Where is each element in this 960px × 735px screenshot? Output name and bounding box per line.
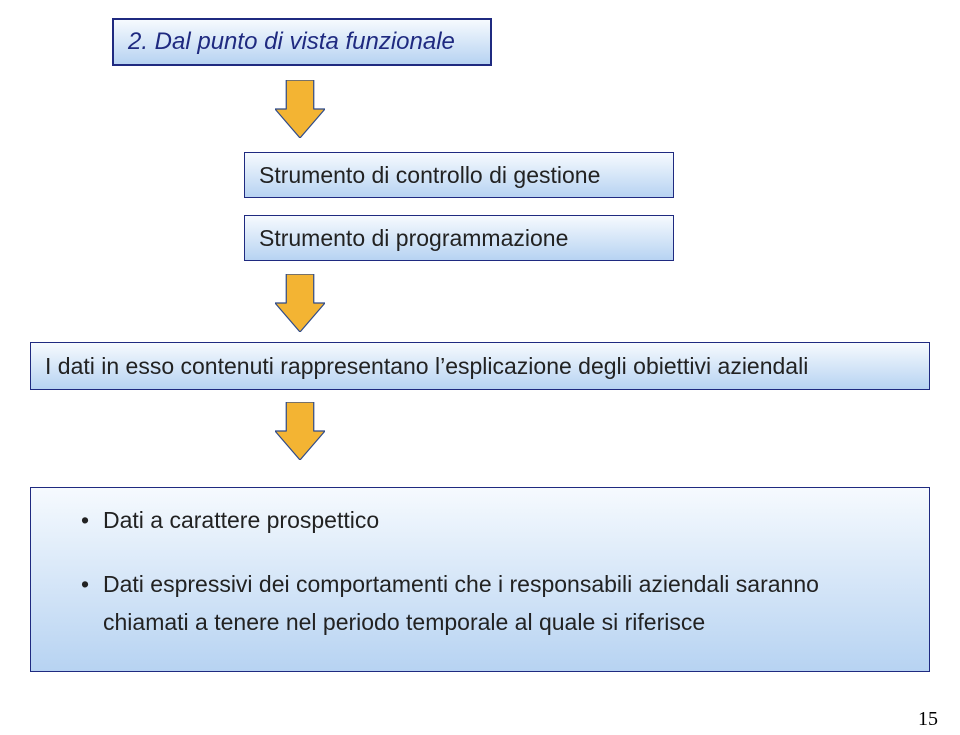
dati-esplicazione-box: I dati in esso contenuti rappresentano l…: [30, 342, 930, 390]
arrow-2: [275, 274, 325, 332]
bullets-box: • Dati a carattere prospettico • Dati espre…: [30, 487, 930, 672]
dati-esplicazione-text: I dati in esso contenuti rappresentano l…: [45, 353, 808, 380]
page-number-text: 15: [918, 708, 938, 730]
title-box: 2. Dal punto di vista funzionale: [112, 18, 492, 66]
bullet-glyph: •: [81, 502, 89, 540]
strumento-controllo-text: Strumento di controllo di gestione: [259, 162, 600, 189]
strumento-programmazione-box: Strumento di programmazione: [244, 215, 674, 261]
arrow-3: [275, 402, 325, 460]
bullet-item: • Dati espressivi dei comportamenti che i…: [45, 566, 915, 642]
bullet-glyph: •: [81, 566, 89, 604]
bullet-text: Dati espressivi dei comportamenti che i …: [103, 571, 819, 635]
bullet-text: Dati a carattere prospettico: [103, 507, 379, 533]
arrow-1: [275, 80, 325, 138]
strumento-programmazione-text: Strumento di programmazione: [259, 225, 568, 252]
bullets-list: • Dati a carattere prospettico • Dati espre…: [45, 502, 915, 642]
bullet-item: • Dati a carattere prospettico: [45, 502, 915, 540]
page-number: 15: [918, 708, 938, 731]
strumento-controllo-box: Strumento di controllo di gestione: [244, 152, 674, 198]
title-text: 2. Dal punto di vista funzionale: [128, 28, 455, 56]
